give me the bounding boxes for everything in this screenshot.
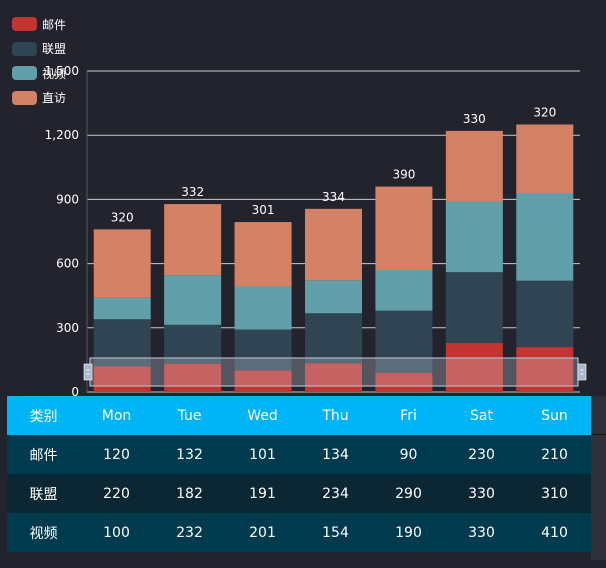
bar-segment[interactable] [164, 363, 222, 392]
table-scrollbar-area [591, 396, 606, 560]
chart-legend: 邮件 联盟 视频 直访 [12, 12, 66, 110]
table-header-day: Wed [226, 396, 299, 435]
table-row-name: 邮件 [7, 435, 80, 474]
bar-segment[interactable] [516, 192, 574, 281]
legend-item-direct[interactable]: 直访 [12, 86, 66, 111]
bar-segment[interactable] [164, 275, 222, 325]
table-cell: 201 [226, 513, 299, 552]
table-row: 视频 100 232 201 154 190 330 410 [7, 513, 591, 552]
bar-segment[interactable] [234, 329, 292, 371]
table-header-row: 类别 Mon Tue Wed Thu Fri Sat Sun [7, 396, 591, 435]
bar-segment[interactable] [516, 124, 574, 193]
legend-label: 视频 [42, 66, 67, 81]
table-row-name: 视频 [7, 513, 80, 552]
table-header-day: Tue [153, 396, 226, 435]
table-cell: 230 [445, 435, 518, 474]
bar-segment[interactable] [375, 372, 433, 392]
bar-segment[interactable] [305, 280, 362, 314]
table-divider [591, 434, 606, 435]
table-cell: 234 [299, 474, 372, 513]
bar-segment[interactable] [375, 270, 433, 311]
table-cell: 101 [226, 435, 299, 474]
legend-label: 直访 [42, 91, 67, 106]
y-tick-label: 600 [56, 257, 79, 271]
legend-item-video[interactable]: 视频 [12, 61, 66, 86]
bar-total-label: 332 [181, 185, 204, 199]
legend-swatch [12, 41, 37, 56]
table-header-category: 类别 [7, 396, 80, 435]
table-cell: 210 [518, 435, 591, 474]
table-header-day: Fri [372, 396, 445, 435]
table-header-day: Sun [518, 396, 591, 435]
bar-segment[interactable] [445, 130, 503, 202]
table-cell: 134 [299, 435, 372, 474]
table-cell: 220 [80, 474, 153, 513]
table-cell: 182 [153, 474, 226, 513]
table-cell: 132 [153, 435, 226, 474]
table-row-name: 联盟 [7, 474, 80, 513]
table-cell: 154 [299, 513, 372, 552]
bar-total-label: 334 [322, 190, 345, 204]
bar-segment[interactable] [234, 286, 292, 330]
y-tick-label: 1,500 [45, 64, 79, 78]
bar-segment[interactable] [234, 222, 292, 287]
y-tick-label: 900 [56, 192, 79, 206]
table-header-day: Mon [80, 396, 153, 435]
bar-segment[interactable] [375, 310, 433, 373]
zoom-slider-window[interactable] [89, 357, 579, 387]
bar-segment[interactable] [305, 363, 362, 392]
table-cell: 290 [372, 474, 445, 513]
table-header-day: Sat [445, 396, 518, 435]
data-table: 类别 Mon Tue Wed Thu Fri Sat Sun 邮件 120 13… [7, 396, 591, 552]
table-cell: 310 [518, 474, 591, 513]
bar-segment[interactable] [305, 313, 362, 364]
zoom-handle-left[interactable] [83, 363, 93, 381]
table-cell: 190 [372, 513, 445, 552]
bar-segment[interactable] [516, 347, 574, 392]
legend-item-email[interactable]: 邮件 [12, 12, 66, 37]
legend-swatch [12, 17, 37, 32]
bar-total-label: 330 [463, 112, 486, 126]
y-tick-label: 1,200 [45, 128, 79, 142]
table-cell: 330 [445, 513, 518, 552]
table-row: 联盟 220 182 191 234 290 330 310 [7, 474, 591, 513]
table-cell: 232 [153, 513, 226, 552]
legend-item-union[interactable]: 联盟 [12, 37, 66, 62]
legend-label: 邮件 [42, 17, 67, 32]
table-cell: 120 [80, 435, 153, 474]
y-tick-label: 300 [56, 321, 79, 335]
bar-segment[interactable] [164, 204, 222, 276]
table-cell: 191 [226, 474, 299, 513]
table-cell: 410 [518, 513, 591, 552]
table-cell: 90 [372, 435, 445, 474]
legend-swatch [12, 90, 37, 105]
bar-segment[interactable] [93, 229, 151, 298]
table-cell: 330 [445, 474, 518, 513]
zoom-handle-right[interactable] [577, 363, 587, 381]
table-row: 邮件 120 132 101 134 90 230 210 [7, 435, 591, 474]
bar-segment[interactable] [93, 366, 151, 392]
bar-total-label: 301 [252, 203, 275, 217]
bar-segment[interactable] [445, 342, 503, 392]
bar-segment[interactable] [445, 201, 503, 273]
bar-segment[interactable] [375, 186, 433, 271]
bar-segment[interactable] [516, 280, 574, 348]
bar-segment[interactable] [305, 208, 362, 281]
bar-segment[interactable] [164, 324, 222, 364]
bar-segment[interactable] [445, 272, 503, 343]
legend-label: 联盟 [42, 42, 67, 57]
bar-total-label: 320 [533, 106, 556, 120]
bar-total-label: 320 [111, 210, 134, 224]
table-header-day: Thu [299, 396, 372, 435]
y-tick-label: 0 [71, 385, 79, 399]
legend-swatch [12, 66, 37, 81]
bar-total-label: 390 [392, 168, 415, 182]
table-cell: 100 [80, 513, 153, 552]
bar-segment[interactable] [93, 297, 151, 320]
